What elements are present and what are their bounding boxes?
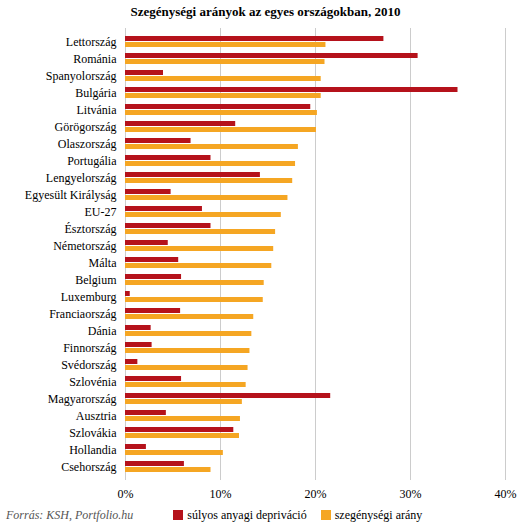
svg-text:Dánia: Dánia — [88, 324, 117, 338]
svg-text:Málta: Málta — [89, 256, 118, 270]
svg-text:Svédország: Svédország — [61, 358, 116, 372]
html-text:Forrás: KSH, Portfolio.hu: Forrás: KSH, Portfolio.hu — [6, 507, 134, 522]
svg-text:Németország: Németország — [53, 239, 116, 253]
svg-text:Franciaország: Franciaország — [49, 307, 116, 321]
html-text:szegénységi arány: szegénységi arány — [334, 507, 423, 522]
svg-text:10%: 10% — [210, 487, 232, 501]
svg-text:Ausztria: Ausztria — [76, 409, 117, 423]
svg-text:Románia: Románia — [73, 52, 117, 66]
html-text:súlyos anyagi depriváció: súlyos anyagi depriváció — [187, 507, 307, 522]
svg-text:40%: 40% — [495, 487, 517, 501]
svg-text:Görögország: Görögország — [55, 120, 117, 134]
svg-text:Portugália: Portugália — [67, 154, 117, 168]
svg-text:Belgium: Belgium — [75, 273, 117, 287]
svg-text:Hollandia: Hollandia — [69, 443, 117, 457]
svg-text:30%: 30% — [400, 487, 422, 501]
svg-text:Bulgária: Bulgária — [75, 86, 117, 100]
svg-text:Egyesült Királyság: Egyesült Királyság — [25, 188, 117, 202]
html-text:Szegénységi arányok az egyes o: Szegénységi arányok az egyes országokban… — [130, 4, 401, 19]
svg-text:0%: 0% — [118, 487, 134, 501]
svg-text:Lettország: Lettország — [66, 35, 117, 49]
svg-text:EU-27: EU-27 — [85, 205, 117, 219]
svg-text:Litvánia: Litvánia — [77, 103, 118, 117]
svg-text:Szlovákia: Szlovákia — [69, 426, 117, 440]
svg-text:Csehország: Csehország — [61, 460, 116, 474]
svg-text:Lengyelország: Lengyelország — [46, 171, 117, 185]
svg-text:Olaszország: Olaszország — [58, 137, 117, 151]
svg-text:Magyarország: Magyarország — [48, 392, 117, 406]
svg-text:Észtország: Észtország — [65, 222, 117, 236]
svg-text:Luxemburg: Luxemburg — [61, 290, 117, 304]
svg-text:20%: 20% — [305, 487, 327, 501]
svg-text:Spanyolország: Spanyolország — [46, 69, 117, 83]
svg-text:Szlovénia: Szlovénia — [69, 375, 117, 389]
svg-text:Finnország: Finnország — [63, 341, 116, 355]
